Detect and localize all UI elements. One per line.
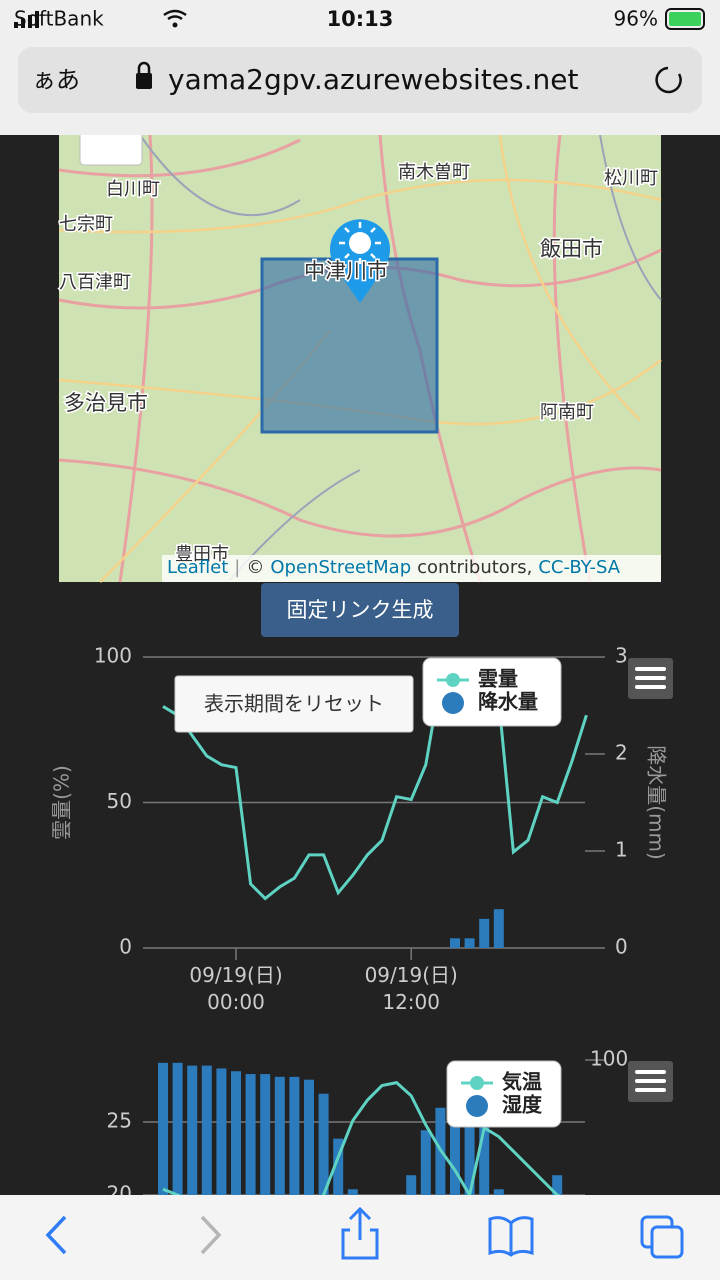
sun-rays xyxy=(339,222,381,264)
clock: 10:13 xyxy=(327,7,394,31)
forward-button[interactable] xyxy=(200,1215,222,1255)
battery-icon xyxy=(665,8,705,30)
x-tick-label: 09/19(日) 12:00 xyxy=(364,963,458,1014)
y2-tick-label: 0 xyxy=(615,935,628,959)
legend-marker[interactable] xyxy=(466,1095,488,1117)
y2-tick-label: 1 xyxy=(615,838,628,862)
bar xyxy=(479,918,490,948)
signal-icon xyxy=(14,11,39,28)
url[interactable]: yama2gpv.azurewebsites.net xyxy=(168,63,578,96)
map-label: 中津川市 xyxy=(304,259,388,283)
bar xyxy=(245,1074,256,1280)
attribution-copyright: © xyxy=(246,557,264,578)
permalink-button[interactable] xyxy=(261,583,459,637)
bar xyxy=(231,1071,241,1280)
y2-tick-label: 100 xyxy=(590,1047,628,1071)
reset-zoom-label[interactable]: 表示期間をリセット xyxy=(204,692,384,716)
reload-icon[interactable] xyxy=(655,66,682,94)
bar xyxy=(450,1093,460,1280)
bar xyxy=(187,1065,198,1280)
legend-label[interactable]: 気温 xyxy=(502,1070,542,1094)
bar xyxy=(304,1079,314,1280)
roads xyxy=(58,134,662,583)
legend-marker[interactable] xyxy=(470,1076,484,1090)
battery-level xyxy=(669,12,701,26)
x-tick-label: 09/19(日) 00:00 xyxy=(189,963,283,1014)
map-label: 豊田市 xyxy=(175,544,229,565)
y-tick-label: 0 xyxy=(119,935,132,959)
y2-tick-label: 2 xyxy=(615,741,628,765)
bar xyxy=(260,1074,271,1280)
attribution: Leaflet | © OpenStreetMap contributors, CC-BY… xyxy=(167,557,621,578)
lock-icon xyxy=(136,73,152,89)
map-label: 七宗町 xyxy=(59,214,113,235)
map-label: 阿南町 xyxy=(540,402,594,423)
bar xyxy=(435,1107,446,1280)
text-size-button[interactable]: ぁあ xyxy=(32,66,80,94)
wifi-icon xyxy=(163,9,187,21)
map[interactable] xyxy=(58,124,662,583)
y-tick-label: 100 xyxy=(94,644,132,668)
bar xyxy=(274,1076,285,1280)
bar xyxy=(158,1062,168,1280)
sun-icon xyxy=(349,232,371,254)
bar xyxy=(318,1093,329,1280)
map-label: 多治見市 xyxy=(64,391,148,415)
bar xyxy=(464,938,475,948)
back-button[interactable] xyxy=(45,1215,67,1255)
attribution-leaflet[interactable]: Leaflet xyxy=(167,557,228,578)
y-tick-label: 25 xyxy=(107,1109,132,1133)
y2-tick-label: 3 xyxy=(615,644,628,668)
line xyxy=(162,658,588,901)
attribution-license[interactable]: CC-BY-SA xyxy=(538,557,620,578)
battery-percent: 96% xyxy=(614,7,658,31)
browser-toolbar xyxy=(0,1195,720,1280)
carrier: SoftBank xyxy=(14,7,104,31)
legend-label[interactable]: 雲量 xyxy=(478,667,518,691)
reset-zoom-button[interactable] xyxy=(174,675,414,733)
attribution-osm[interactable]: OpenStreetMap xyxy=(270,557,411,578)
bar xyxy=(216,1068,227,1280)
legend-marker[interactable] xyxy=(442,692,464,714)
legend-marker[interactable] xyxy=(446,673,460,687)
bar xyxy=(289,1076,300,1280)
wifi-icon xyxy=(172,22,178,28)
attribution-bg xyxy=(162,555,661,582)
tabs-button[interactable] xyxy=(650,1225,684,1259)
legend-label[interactable]: 湿度 xyxy=(502,1093,543,1117)
legend-label[interactable]: 降水量 xyxy=(478,690,538,714)
map-label: 飯田市 xyxy=(540,237,603,261)
permalink-label[interactable]: 固定リンク生成 xyxy=(287,598,434,622)
map-label: 八百津町 xyxy=(59,272,131,293)
bar xyxy=(493,909,504,948)
attribution-separator: | xyxy=(234,557,240,578)
grid-cell[interactable] xyxy=(260,257,439,434)
bookmarks-button[interactable] xyxy=(488,1216,534,1257)
bar xyxy=(172,1062,183,1280)
share-button[interactable] xyxy=(341,1206,379,1260)
bar xyxy=(201,1065,212,1280)
attribution-contributors: contributors, xyxy=(417,557,532,578)
bar xyxy=(450,938,460,948)
y-tick-label: 50 xyxy=(107,789,132,813)
map-label: 白川町 xyxy=(106,179,160,200)
lock-icon xyxy=(137,61,151,73)
y-axis-title: 雲量(%) xyxy=(50,765,74,840)
y2-axis-title: 降水量(mm) xyxy=(645,745,669,860)
map-label: 南木曽町 xyxy=(398,162,470,183)
url-field[interactable] xyxy=(18,47,702,113)
map-label: 松川町 xyxy=(604,168,658,189)
